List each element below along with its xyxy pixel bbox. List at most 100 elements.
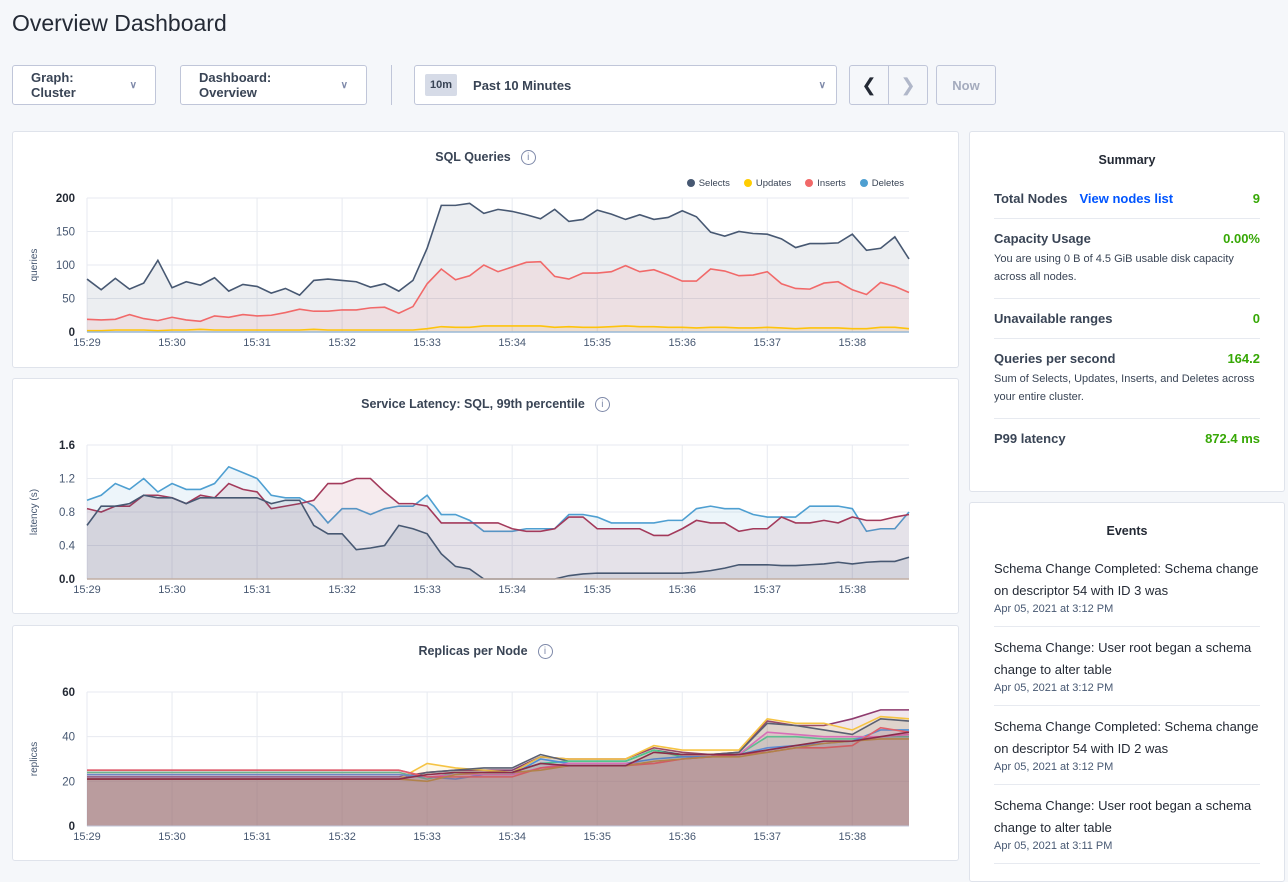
x-tick-label: 15:31 (243, 831, 271, 843)
time-range-select[interactable]: 10m Past 10 Minutes ∨ (414, 65, 837, 105)
info-icon[interactable]: i (537, 644, 553, 660)
summary-value: 0.00% (1223, 231, 1260, 246)
x-tick-label: 15:35 (583, 337, 611, 349)
legend-dot (743, 179, 752, 187)
event-item[interactable]: Schema Change Completed: Schema change o… (994, 706, 1260, 785)
dashboard-select[interactable]: Dashboard: Overview ∨ (180, 65, 367, 105)
y-tick-label: 0.8 (59, 507, 75, 519)
legend: Selects Updates Inserts Deletes (686, 178, 904, 189)
info-icon[interactable]: i (594, 397, 610, 413)
event-text: Schema Change Completed: Schema change o… (994, 561, 1259, 598)
event-date: Apr 05, 2021 at 3:12 PM (994, 682, 1114, 694)
summary-desc: Sum of Selects, Updates, Inserts, and De… (994, 373, 1255, 403)
y-tick-label: 50 (62, 294, 75, 306)
x-tick-label: 15:33 (413, 831, 441, 843)
series-area (87, 495, 909, 579)
y-tick-label: 200 (56, 193, 75, 205)
event-item[interactable]: Schema Change: User root began a schema … (994, 627, 1260, 706)
legend-label: Inserts (817, 178, 846, 189)
x-tick-label: 15:36 (668, 337, 696, 349)
y-axis-label: replicas (29, 742, 40, 776)
dashboard-select-label: Dashboard: Overview (199, 70, 272, 100)
event-item[interactable]: Schema Change Completed: Schema change o… (994, 548, 1260, 627)
legend-dot (859, 179, 868, 187)
event-date: Apr 05, 2021 at 3:11 PM (994, 840, 1113, 852)
summary-total-nodes: Total Nodes View nodes list 9 (994, 179, 1260, 219)
x-tick-label: 15:37 (754, 831, 782, 843)
series-area (87, 478, 909, 579)
series-area (87, 716, 909, 826)
summary-label: Capacity Usage (994, 231, 1091, 246)
sql-queries-chart: 15:29 15:30 15:31 15:32 15:33 15:34 15:35 15:36… (29, 193, 910, 349)
events-panel: Events Schema Change Completed: Schema c… (969, 502, 1285, 882)
y-tick-label: 1.6 (59, 440, 75, 452)
series-area (87, 732, 909, 826)
y-tick-label: 1.2 (59, 474, 75, 486)
x-tick-label: 15:31 (243, 337, 271, 349)
info-icon[interactable]: i (520, 150, 536, 166)
y-tick-label: 40 (62, 732, 75, 744)
legend-label: Deletes (871, 178, 904, 189)
legend-item: Inserts (805, 178, 846, 189)
summary-title: Summary (1098, 153, 1156, 167)
legend-label: Selects (698, 178, 730, 189)
chart-title: SQL Queries (435, 150, 511, 164)
y-tick-label: 0.0 (59, 574, 75, 586)
x-tick-label: 15:31 (243, 584, 271, 596)
x-tick-label: 15:37 (754, 584, 782, 596)
series-area (87, 261, 909, 332)
summary-unavailable: Unavailable ranges 0 (994, 299, 1260, 339)
series-area (87, 732, 909, 826)
x-tick-label: 15:38 (839, 831, 867, 843)
events-title: Events (1106, 524, 1148, 538)
series-line-updates (87, 325, 910, 332)
now-button[interactable]: Now (936, 65, 996, 105)
chevron-left-icon: ❮ (861, 74, 877, 95)
legend-item: Updates (743, 178, 792, 189)
x-tick-label: 15:33 (413, 337, 441, 349)
time-range-label: Past 10 Minutes (473, 77, 572, 93)
y-tick-label: 0 (69, 821, 75, 833)
event-text: Schema Change: User root began a schema … (994, 798, 1252, 835)
series-line-0 (87, 709, 909, 778)
event-text: Schema Change: User root began a schema … (994, 640, 1252, 677)
summary-panel: Summary Total Nodes View nodes list 9 Capa… (969, 131, 1285, 492)
graph-select[interactable]: Graph: Cluster ∨ (12, 65, 156, 105)
chevron-right-icon: ❯ (900, 74, 916, 95)
event-item[interactable]: Schema Change: User root began a schema … (994, 785, 1260, 864)
summary-label: Unavailable ranges (994, 311, 1113, 326)
y-tick-label: 0 (69, 327, 75, 339)
page-title: Overview Dashboard (12, 10, 227, 36)
event-text: Schema Change Completed: Schema change o… (994, 719, 1259, 756)
legend-dot (686, 179, 695, 187)
chevron-down-icon: ∨ (129, 79, 137, 91)
chevron-down-icon: ∨ (340, 79, 348, 91)
summary-qps: Queries per second 164.2 Sum of Selects, U… (994, 339, 1260, 419)
x-tick-label: 15:36 (668, 584, 696, 596)
summary-capacity: Capacity Usage 0.00% You are using 0 B of … (994, 219, 1260, 299)
summary-value: 9 (1252, 191, 1260, 206)
x-tick-label: 15:38 (839, 584, 867, 596)
x-tick-label: 15:29 (73, 584, 101, 596)
series-line-inserts (86, 260, 910, 323)
x-tick-label: 15:37 (754, 337, 782, 349)
x-tick-label: 15:35 (583, 831, 611, 843)
x-tick-label: 15:34 (498, 584, 526, 596)
chart-title: Replicas per Node (418, 644, 528, 658)
x-tick-label: 15:30 (158, 831, 186, 843)
series-area (87, 203, 909, 332)
x-tick-label: 15:32 (328, 831, 356, 843)
legend-label: Updates (755, 178, 792, 189)
x-tick-label: 15:34 (498, 831, 526, 843)
chart-title: Service Latency: SQL, 99th percentile (361, 397, 585, 411)
chevron-down-icon: ∨ (818, 79, 826, 91)
replicas-chart: 15:29 15:30 15:31 15:32 15:33 15:34 15:35 15:36… (29, 687, 910, 843)
chart-service-latency: 15:29 15:30 15:31 15:32 15:33 15:34 15:35 15:36… (12, 378, 959, 614)
view-nodes-link[interactable]: View nodes list (1079, 191, 1174, 206)
series-area (87, 729, 909, 826)
x-tick-label: 15:35 (583, 584, 611, 596)
series-area (87, 466, 909, 579)
previous-button[interactable]: ❮ (850, 66, 888, 104)
next-button[interactable]: ❯ (888, 66, 927, 104)
x-tick-label: 15:32 (328, 337, 356, 349)
